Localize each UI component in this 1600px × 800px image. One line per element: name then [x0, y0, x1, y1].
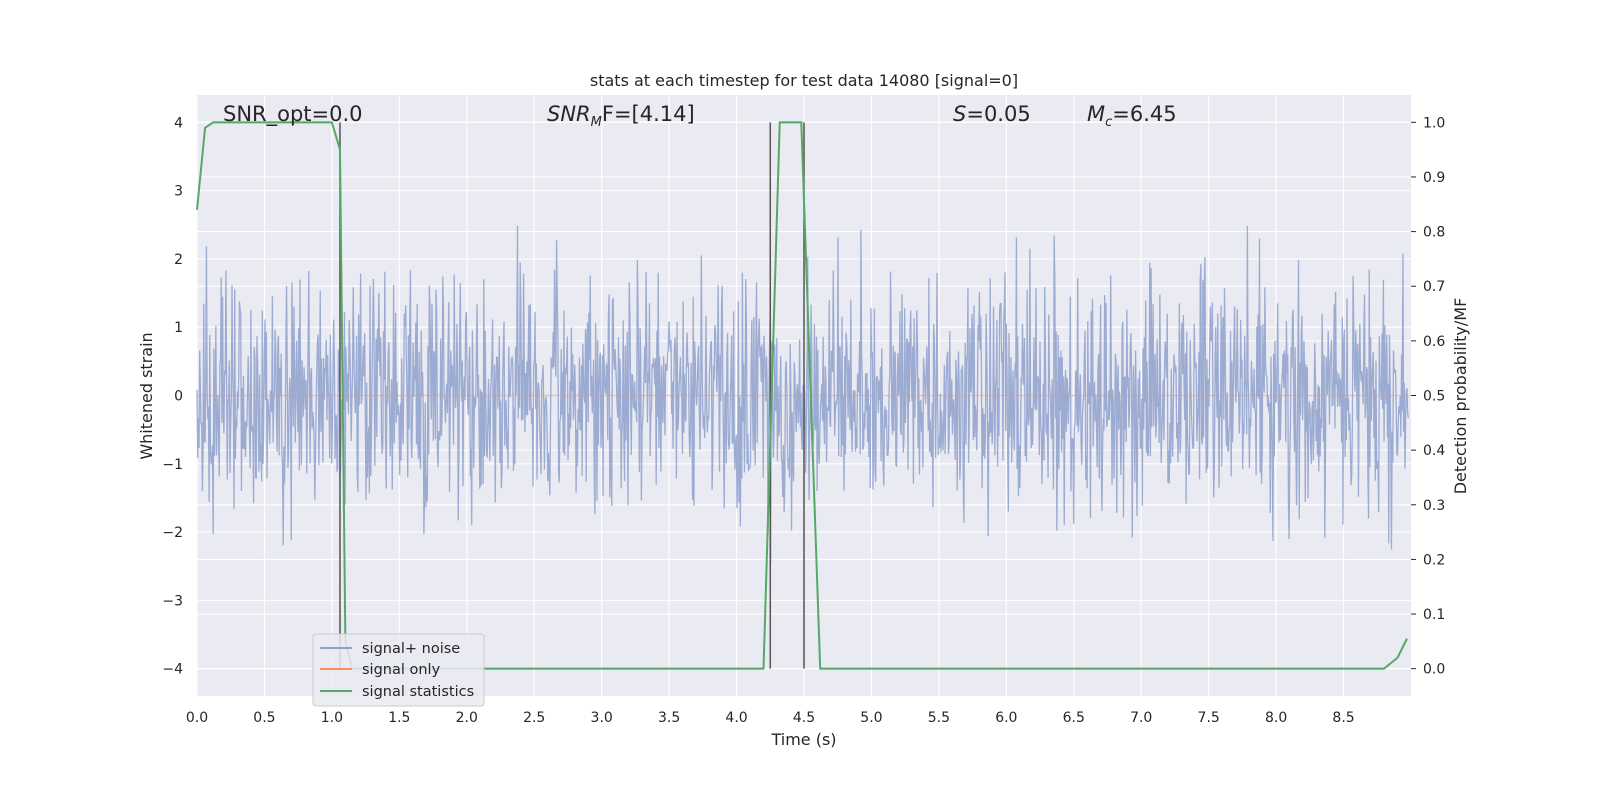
noise-series	[196, 225, 1409, 563]
x-tick-label: 7.0	[1130, 710, 1152, 726]
legend-label-statistics: signal statistics	[362, 684, 474, 700]
y-right-tick-label: 0.6	[1423, 334, 1445, 350]
x-tick-label: 6.0	[995, 710, 1017, 726]
legend-box	[312, 633, 485, 707]
annotations: SNR_opt=0.0 SNRMF=[4.14] S=0.05 Mc=6.45	[223, 102, 1177, 130]
y-right-axis-label: Detection probability/MF	[1451, 298, 1470, 495]
y-right-tick-label: 0.4	[1423, 443, 1445, 459]
annotation-mc: Mc=6.45	[1087, 102, 1177, 130]
x-tick-label: 4.0	[725, 710, 747, 726]
x-tick-label: 2.5	[523, 710, 545, 726]
x-tick-label: 6.5	[1063, 710, 1085, 726]
y-tick-label: 1	[174, 320, 183, 336]
y-tick-label: −3	[162, 593, 183, 609]
y-right-tick-labels: 1.0 0.9 0.8 0.7 0.6 0.5 0.4 0.3 0.2 0.1 0.0	[1411, 115, 1445, 678]
y-right-tick-label: 0.1	[1423, 607, 1445, 623]
chart-title: stats at each timestep for test data 140…	[590, 71, 1018, 90]
y-tick-label: −2	[162, 525, 183, 541]
y-right-tick-label: 0.8	[1423, 225, 1445, 241]
x-tick-label: 5.5	[928, 710, 950, 726]
noise-trace	[196, 225, 1409, 563]
y-right-tick-label: 1.0	[1423, 115, 1445, 131]
y-right-tick-label: 0.3	[1423, 498, 1445, 514]
signal-statistics-trace	[196, 121, 1408, 670]
y-right-tick-label: 0.7	[1423, 279, 1445, 295]
x-tick-label: 1.0	[321, 710, 343, 726]
y-tick-label: 4	[174, 115, 183, 131]
y-axis-label: Whitened strain	[137, 332, 156, 459]
x-tick-label: 5.0	[860, 710, 882, 726]
x-tick-label: 8.5	[1332, 710, 1354, 726]
annotation-snr-opt: SNR_opt=0.0	[223, 102, 363, 127]
x-tick-label: 2.0	[456, 710, 478, 726]
y-right-tick-label: 0.5	[1423, 389, 1445, 405]
x-tick-label: 3.0	[591, 710, 613, 726]
y-right-tick-label: 0.0	[1423, 662, 1445, 678]
signal-statistics-series	[196, 121, 1408, 670]
x-tick-label: 3.5	[658, 710, 680, 726]
x-axis-label: Time (s)	[770, 730, 836, 749]
x-tick-labels: 0.0 0.5 1.0 1.5 2.0 2.5 3.0 3.5 4.0 4.5 5.0 5.5 6.0 6…	[186, 710, 1355, 726]
x-tick-label: 8.0	[1265, 710, 1287, 726]
x-tick-label: 0.5	[253, 710, 275, 726]
y-tick-label: 0	[174, 389, 183, 405]
annotation-snr-mf: SNRMF=[4.14]	[547, 102, 695, 130]
legend-label-noise: signal+ noise	[362, 641, 460, 657]
y-right-tick-label: 0.9	[1423, 170, 1445, 186]
legend-label-signal-only: signal only	[362, 662, 441, 678]
y-tick-label: −1	[162, 457, 183, 473]
annotation-s: S=0.05	[953, 102, 1031, 126]
y-tick-label: −4	[162, 662, 183, 678]
x-tick-label: 0.0	[186, 710, 208, 726]
x-tick-label: 4.5	[793, 710, 815, 726]
y-tick-label: 3	[174, 184, 183, 200]
y-tick-labels: 4 3 2 1 0 −1 −2 −3 −4	[162, 115, 183, 677]
legend: signal+ noise signal only signal statist…	[312, 633, 485, 707]
x-tick-label: 7.5	[1198, 710, 1220, 726]
x-tick-label: 1.5	[388, 710, 410, 726]
y-tick-label: 2	[174, 252, 183, 268]
y-right-tick-label: 0.2	[1423, 552, 1445, 568]
